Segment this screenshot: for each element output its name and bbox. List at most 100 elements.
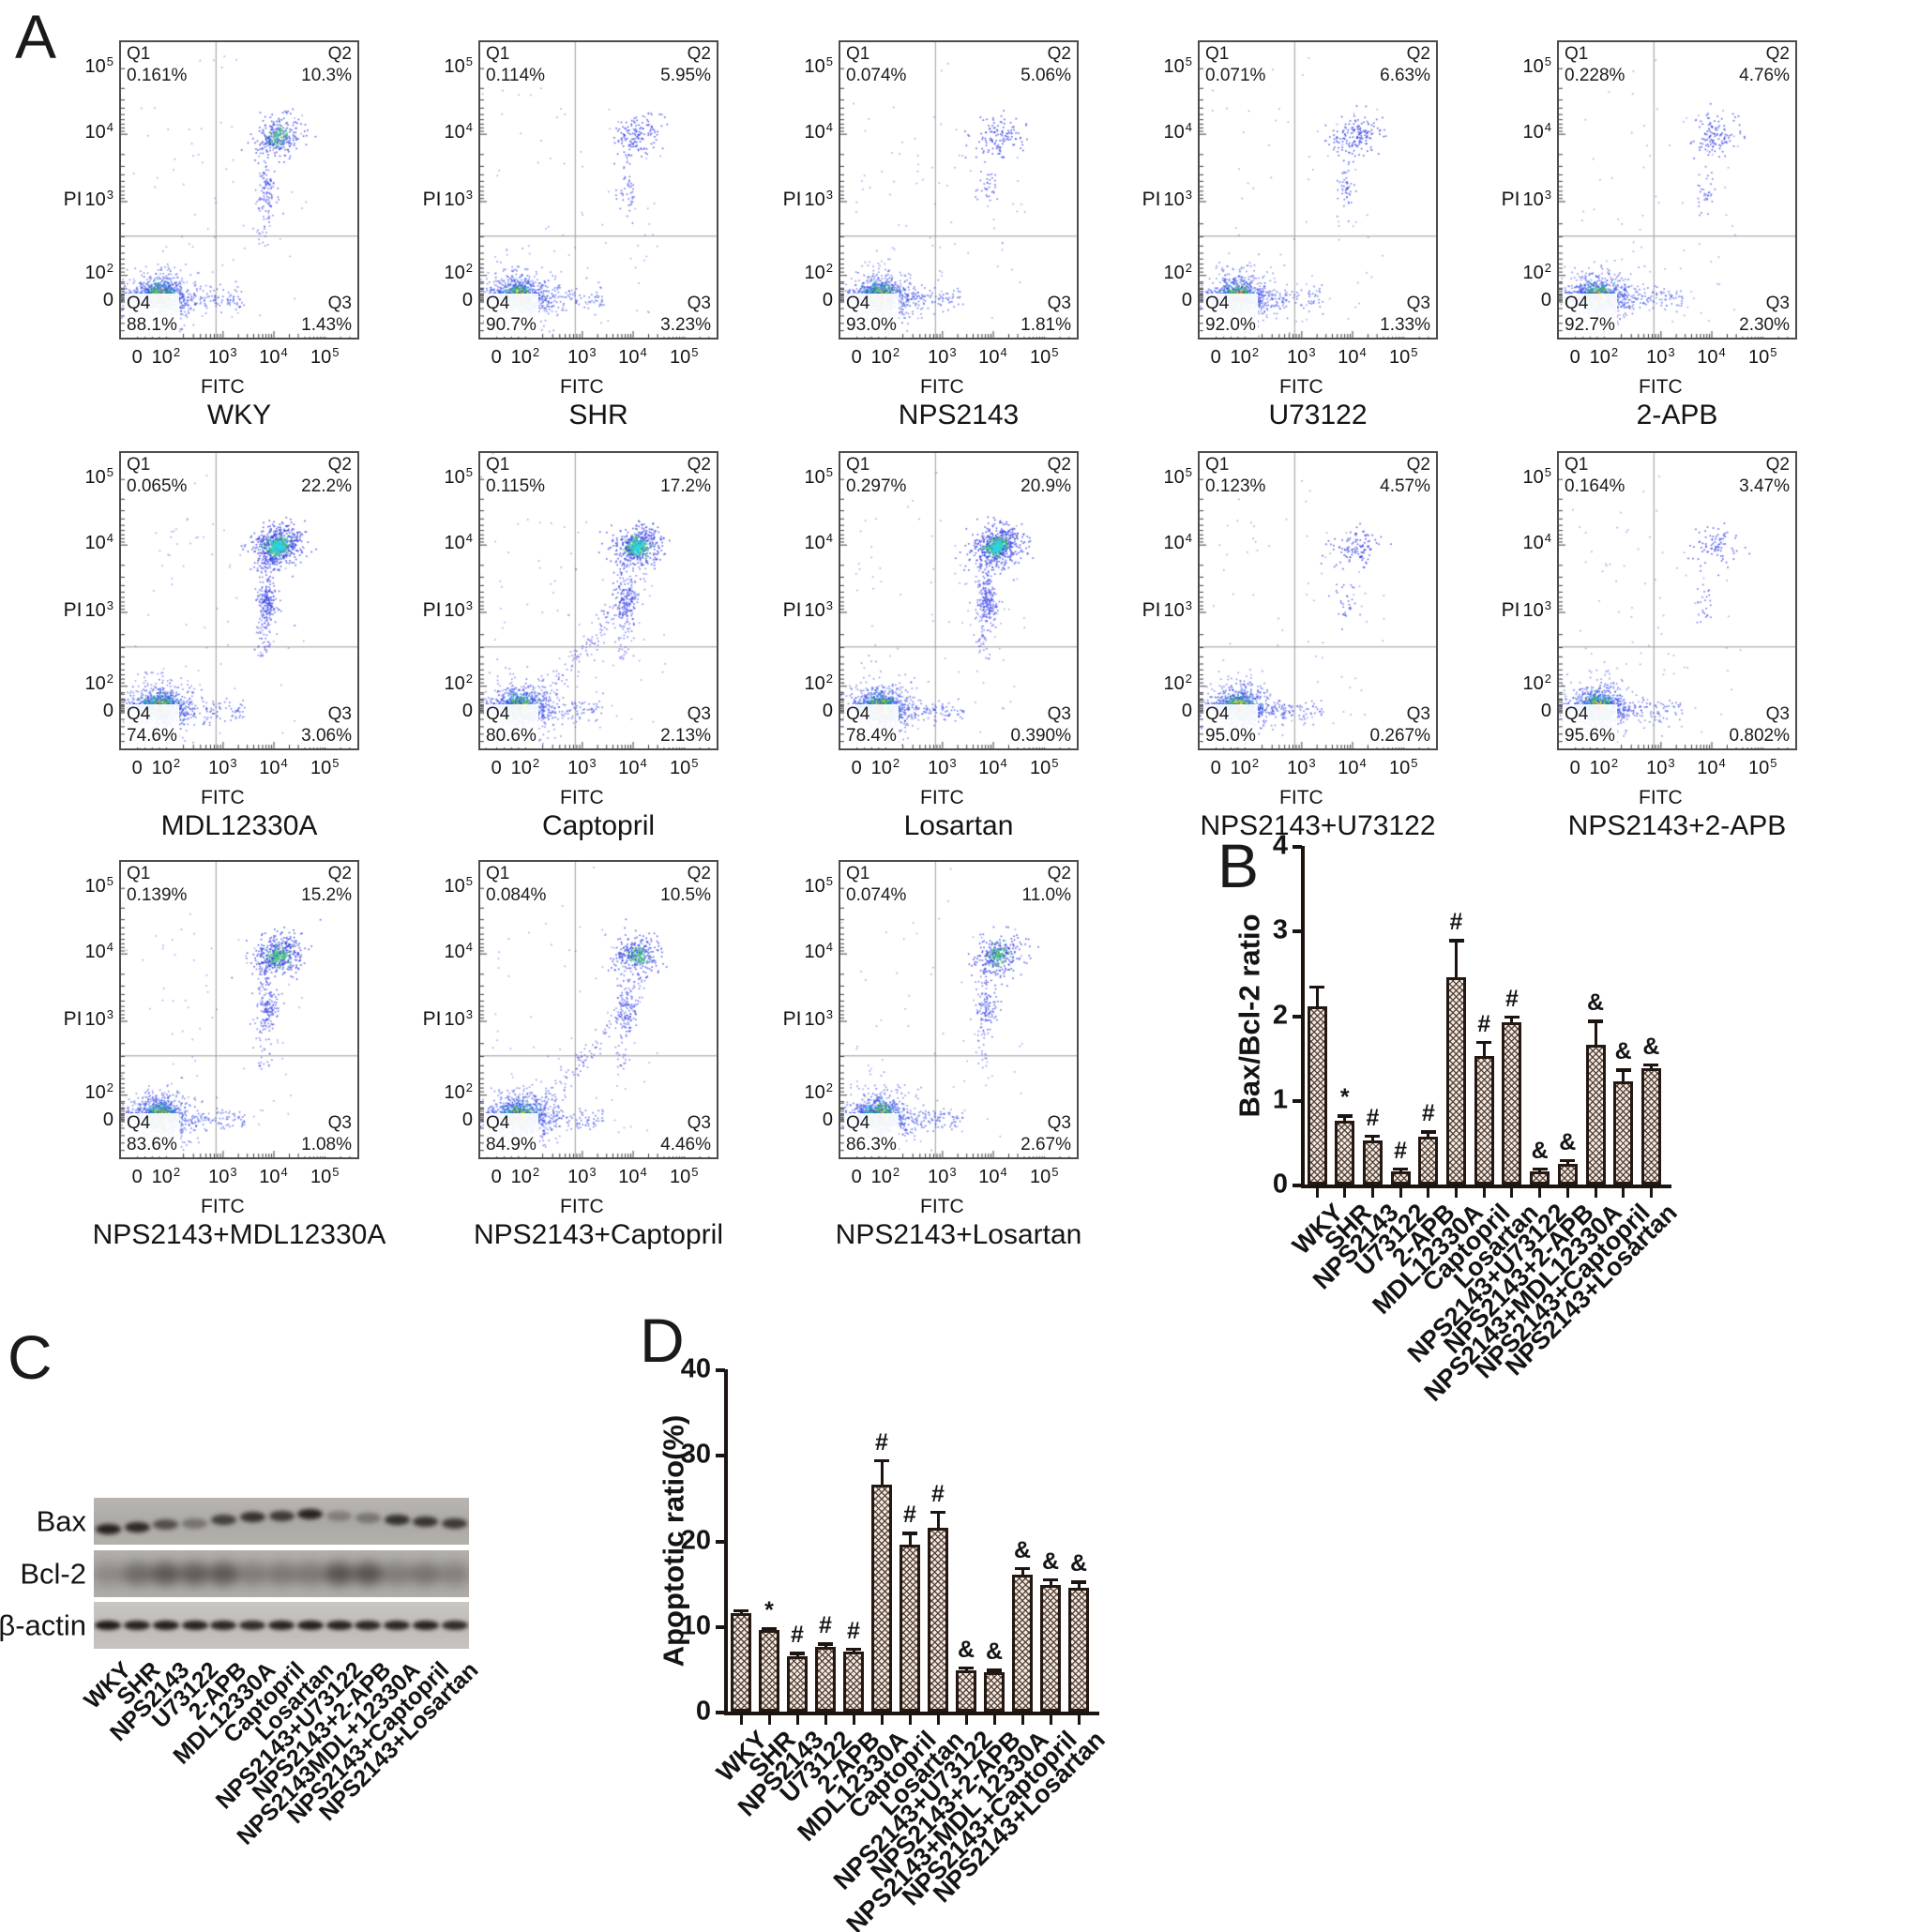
quadrant-q2: Q2 4.76% xyxy=(1737,44,1792,87)
tick-exponent: 5 xyxy=(465,464,473,479)
y-axis-tick-label: PI 103 xyxy=(63,598,113,622)
tick-exponent: 5 xyxy=(1185,53,1192,68)
bar-annotation: # xyxy=(791,1622,804,1649)
protein-band xyxy=(355,1621,382,1630)
tick-exponent: 2 xyxy=(1610,756,1619,770)
protein-band xyxy=(152,1621,179,1630)
error-bar-stem xyxy=(936,1510,940,1532)
y-axis-tick-label: 104 xyxy=(804,119,833,143)
tick-exponent: 2 xyxy=(173,756,181,770)
quadrant-q1-name: Q1 xyxy=(125,455,189,476)
y-axis-tick-label: 105 xyxy=(1522,464,1551,488)
bar-nps2143-losartan xyxy=(1068,1587,1089,1712)
x-axis-tick-label: 103 xyxy=(567,345,597,368)
tick-exponent: 5 xyxy=(106,464,113,479)
x-axis-tick-label: 102 xyxy=(1589,756,1619,778)
y-axis-tick-label: PI 103 xyxy=(1141,598,1192,622)
x-axis-tick-label: 103 xyxy=(928,756,957,778)
tick-exponent: 5 xyxy=(332,345,340,359)
blot-row-label-actin: β-actin xyxy=(0,1608,86,1642)
protein-band xyxy=(442,1517,468,1529)
tick-exponent: 2 xyxy=(1544,672,1551,687)
y-axis-label: PI xyxy=(63,599,83,622)
tick-exponent: 2 xyxy=(825,1080,833,1095)
y-axis-tick-label: 102 xyxy=(804,261,833,284)
quadrant-q2-name: Q2 xyxy=(1737,44,1792,66)
quadrant-q3-name: Q3 xyxy=(299,294,354,316)
bar-annotation: # xyxy=(1477,1010,1491,1037)
quadrant-q1: Q1 0.084% xyxy=(484,864,549,907)
quadrant-q1: Q1 0.297% xyxy=(844,455,909,498)
protein-band xyxy=(153,1518,179,1530)
quadrant-q3: Q3 1.33% xyxy=(1378,294,1432,337)
y-axis-tick-label: 4 xyxy=(1272,830,1288,861)
quadrant-q4-value: 93.0% xyxy=(844,315,899,337)
y-axis-tick-label: 0 xyxy=(1272,1169,1288,1200)
x-axis-tick-label: 102 xyxy=(151,345,181,368)
tick-exponent: 4 xyxy=(640,756,647,770)
tick-exponent: 2 xyxy=(1251,345,1260,359)
flow-plot-wky: Q1 0.161% Q2 10.3% Q4 88.1% Q3 1.43% 105 104 PI 103… xyxy=(64,40,359,430)
error-bar-cap xyxy=(762,1626,777,1631)
x-axis-tick xyxy=(739,1715,743,1725)
quadrant-q1-value: 0.071% xyxy=(1203,65,1268,87)
quadrant-q1-name: Q1 xyxy=(1203,455,1268,476)
error-bar-cap xyxy=(987,1668,1002,1672)
protein-band xyxy=(239,1511,265,1522)
scatter-dots xyxy=(121,453,357,748)
y-axis-tick-label: 105 xyxy=(84,53,113,77)
y-axis-tick-label: 105 xyxy=(1163,53,1192,77)
y-axis-label: PI xyxy=(422,189,442,211)
x-axis-tick-label: 105 xyxy=(669,345,699,368)
error-bar-stem xyxy=(908,1532,912,1549)
plot-title: WKY xyxy=(206,400,272,430)
tick-exponent: 2 xyxy=(892,345,900,359)
flow-plot-2-apb: Q1 0.228% Q2 4.76% Q4 92.7% Q3 2.30% 105 104 PI 103… xyxy=(1502,40,1797,430)
error-bar-stem xyxy=(1594,1019,1597,1049)
tick-exponent: 5 xyxy=(691,1165,699,1179)
y-axis-tick-label: 102 xyxy=(444,672,473,695)
quadrant-q4-value: 95.0% xyxy=(1203,726,1258,747)
x-axis-tick-label: 0 xyxy=(1210,347,1221,368)
quadrant-q2: Q2 15.2% xyxy=(299,864,354,907)
quadrant-q2: Q2 17.2% xyxy=(658,455,713,498)
error-bar-cap xyxy=(1420,1130,1436,1134)
quadrant-q2-name: Q2 xyxy=(658,44,713,66)
plot-title: NPS2143+Losartan xyxy=(835,1219,1082,1250)
y-axis-tick-label: 0 xyxy=(1181,289,1192,310)
error-bar-stem xyxy=(1482,1040,1486,1060)
y-axis-tick-label: 105 xyxy=(804,873,833,897)
quadrant-q3-name: Q3 xyxy=(1008,704,1073,727)
quadrant-q3-name: Q3 xyxy=(299,704,354,727)
quadrant-q1-name: Q1 xyxy=(484,44,548,66)
tick-exponent: 3 xyxy=(1544,188,1551,203)
x-axis-tick xyxy=(908,1715,912,1725)
x-axis-tick-label: 0 xyxy=(851,758,862,778)
plot-title: U73122 xyxy=(1268,400,1368,430)
x-axis-tick-label: 0 xyxy=(851,1167,862,1187)
quadrant-q4-value: 90.7% xyxy=(484,315,538,337)
tick-exponent: 4 xyxy=(465,939,473,954)
protein-band xyxy=(355,1512,381,1523)
quadrant-q4-value: 80.6% xyxy=(484,726,538,747)
x-axis-tick-label: 103 xyxy=(567,756,597,778)
error-bar-cap xyxy=(818,1642,833,1646)
quadrant-q2-name: Q2 xyxy=(1019,44,1073,66)
tick-exponent: 3 xyxy=(465,188,473,203)
tick-exponent: 4 xyxy=(825,530,833,545)
x-axis-tick-label: 105 xyxy=(310,756,340,778)
quadrant-q4-value: 92.7% xyxy=(1563,315,1617,337)
tick-exponent: 4 xyxy=(1359,756,1367,770)
tick-exponent: 2 xyxy=(892,756,900,770)
x-axis-tick-label: 0 xyxy=(491,758,502,778)
y-axis xyxy=(724,1369,728,1714)
bar-annotation: & xyxy=(1531,1137,1549,1164)
bar-u73122 xyxy=(815,1646,836,1712)
y-axis-title: Bax/Bcl-2 ratio xyxy=(1232,913,1266,1118)
y-axis-tick-label: PI 103 xyxy=(1501,598,1551,622)
blot-strip-actin xyxy=(94,1602,469,1649)
quadrant-q1-value: 0.139% xyxy=(125,884,189,907)
quadrant-q4: Q4 93.0% xyxy=(844,294,899,337)
quadrant-q1: Q1 0.114% xyxy=(484,44,548,87)
bar-annotation: # xyxy=(875,1428,888,1456)
